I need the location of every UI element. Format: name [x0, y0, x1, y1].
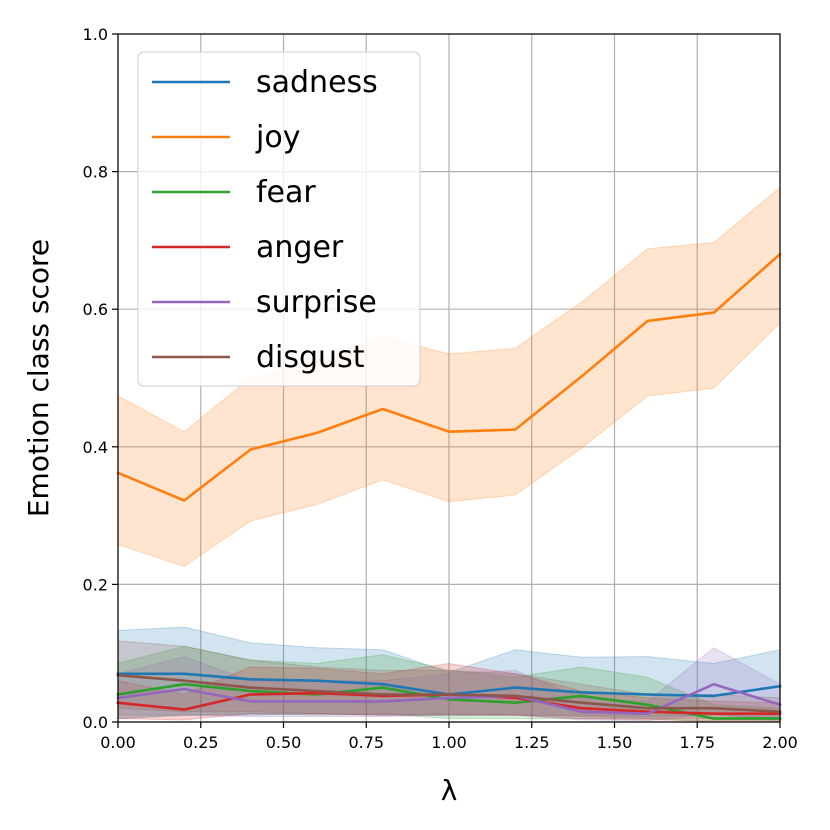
x-tick-label: 0.00 — [100, 733, 136, 752]
legend-label-anger: anger — [256, 230, 344, 265]
series-line-surprise — [116, 682, 782, 716]
x-tick-label: 1.00 — [431, 733, 467, 752]
series-line-disgust — [116, 673, 782, 714]
y-tick-label: 0.6 — [83, 300, 108, 319]
y-axis-ticks: 0.0 0.2 0.4 0.6 0.8 1.0 — [83, 25, 118, 732]
y-tick-label: 1.0 — [83, 25, 108, 44]
series-line-joy — [116, 252, 782, 502]
x-tick-label: 1.25 — [514, 733, 550, 752]
y-tick-label: 0.8 — [83, 163, 108, 182]
y-tick-label: 0.4 — [83, 438, 108, 457]
legend-label-surprise: surprise — [256, 285, 377, 320]
y-tick-label: 0.2 — [83, 575, 108, 594]
x-tick-label: 0.25 — [183, 733, 219, 752]
legend-label-joy: joy — [255, 120, 300, 155]
x-axis-label: λ — [441, 774, 458, 807]
legend-label-fear: fear — [256, 175, 316, 210]
x-tick-label: 0.50 — [266, 733, 302, 752]
legend: sadness joy fear anger surprise disgust — [137, 51, 421, 387]
x-tick-label: 1.75 — [679, 733, 715, 752]
x-tick-label: 1.50 — [597, 733, 633, 752]
x-axis-ticks: 0.00 0.25 0.50 0.75 1.00 1.25 1.50 1.75 2.00 — [100, 722, 798, 752]
x-tick-label: 2.00 — [762, 733, 798, 752]
y-axis-label: Emotion class score — [22, 239, 55, 517]
series-lines — [116, 252, 782, 720]
legend-label-disgust: disgust — [256, 340, 365, 375]
legend-box — [137, 51, 421, 387]
y-tick-label: 0.0 — [83, 713, 108, 732]
x-tick-label: 0.75 — [348, 733, 384, 752]
legend-label-sadness: sadness — [256, 65, 378, 100]
